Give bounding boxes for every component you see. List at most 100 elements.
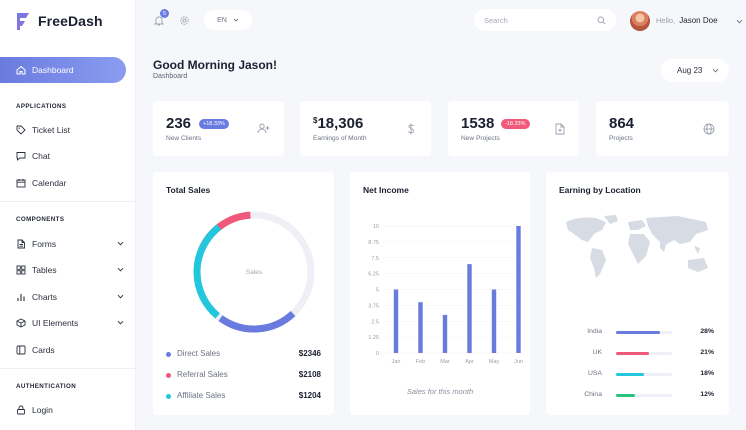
search-box[interactable] <box>474 9 616 31</box>
stat-label: New Clients <box>166 135 202 142</box>
box-icon <box>16 318 26 328</box>
card-title: Net Income <box>363 185 409 195</box>
sidebar-item-charts[interactable]: Charts <box>16 289 124 305</box>
stat-value: 864 <box>609 115 635 132</box>
sidebar-item-label: Cards <box>32 345 55 355</box>
location-row-uk: UK 21% <box>546 349 729 361</box>
progress-track <box>616 352 672 355</box>
date-filter-button[interactable]: Aug 23 <box>661 59 729 82</box>
chevron-down-icon <box>117 294 124 299</box>
grid-icon <box>16 265 26 275</box>
progress-fill <box>616 331 660 334</box>
legend-name: Direct Sales <box>177 349 221 358</box>
bar[interactable] <box>418 302 423 353</box>
brand-name: FreeDash <box>38 13 103 29</box>
y-tick-label: 1.25 <box>368 335 379 341</box>
x-tick-label: Apr <box>465 359 474 365</box>
card-title: Total Sales <box>166 185 211 195</box>
bar-chart-icon <box>16 292 26 302</box>
stat-value: 236 <box>166 115 192 132</box>
legend-dot <box>166 394 171 399</box>
progress-fill <box>616 394 636 397</box>
bar[interactable] <box>491 289 497 354</box>
logo-icon <box>17 13 29 30</box>
y-tick-label: 3.75 <box>368 303 379 309</box>
user-menu[interactable]: Hello, Jason Doe <box>656 16 718 25</box>
legend-dot <box>166 373 171 378</box>
net-income-chart: 0 1.25 2.5 3.75 5 6.25 7.5 8.75 10 Jan Feb Mar Apr Ma… <box>368 224 523 365</box>
chevron-down-icon <box>117 241 124 246</box>
sidebar-item-tables[interactable]: Tables <box>16 262 124 278</box>
sidebar-item-login[interactable]: Login <box>16 402 124 418</box>
lock-icon <box>16 405 26 415</box>
sidebar-item-dashboard[interactable]: Dashboard <box>0 57 126 83</box>
y-tick-label: 0 <box>376 351 379 357</box>
legend-amount: $2108 <box>298 370 321 379</box>
progress-track <box>616 331 672 334</box>
x-tick-label: Jun <box>514 359 523 365</box>
bar[interactable] <box>516 226 521 353</box>
sidebar-item-label: Charts <box>32 292 58 302</box>
donut-segment-affiliate[interactable] <box>193 224 222 319</box>
greeting-text: Hello, <box>656 16 676 25</box>
language-selector[interactable]: EN <box>204 10 252 30</box>
donut-chart: Sales <box>193 211 315 333</box>
legend-amount: $2346 <box>298 349 321 358</box>
sidebar-item-label: UI Elements <box>32 318 79 328</box>
chart-caption: Sales for this month <box>406 387 474 396</box>
chevron-down-icon <box>117 267 124 272</box>
sidebar-item-ui-elements[interactable]: UI Elements <box>16 315 124 331</box>
home-icon <box>16 65 26 75</box>
sidebar-item-ticket-list[interactable]: Ticket List <box>16 122 124 138</box>
bell-icon[interactable] <box>154 15 164 26</box>
sidebar-item-cards[interactable]: Cards <box>16 342 124 358</box>
chevron-down-icon <box>117 320 124 325</box>
sidebar-item-chat[interactable]: Chat <box>16 148 124 164</box>
search-input[interactable] <box>484 15 597 25</box>
sidebar-item-label: Calendar <box>32 178 67 188</box>
chevron-down-icon[interactable] <box>736 18 743 25</box>
bar[interactable] <box>467 264 472 353</box>
language-label: EN <box>217 16 227 24</box>
stat-value: $18,306 <box>313 115 364 132</box>
calendar-icon <box>16 178 26 188</box>
legend-amount: $1204 <box>298 391 321 400</box>
sidebar-divider <box>0 368 136 369</box>
stat-badge: +18.33% <box>199 119 229 129</box>
x-tick-label: May <box>489 359 500 365</box>
legend-dot <box>166 352 171 357</box>
sidebar-item-label: Dashboard <box>32 65 74 75</box>
logo[interactable]: FreeDash <box>14 11 103 31</box>
donut-segment-direct[interactable] <box>218 310 296 333</box>
avatar[interactable] <box>630 11 650 31</box>
bar[interactable] <box>393 289 399 354</box>
country-name: USA <box>588 370 602 377</box>
legend-row-direct: Direct Sales $2346 <box>166 349 321 361</box>
donut-center-label: Sales <box>246 269 263 276</box>
sidebar-item-label: Tables <box>32 265 57 275</box>
percent-value: 18% <box>700 370 714 377</box>
search-icon[interactable] <box>597 16 606 25</box>
sidebar-item-calendar[interactable]: Calendar <box>16 175 124 191</box>
sidebar-item-label: Chat <box>32 151 50 161</box>
stat-card-new-clients: 236 +18.33% New Clients <box>153 101 284 156</box>
bar[interactable] <box>442 314 448 353</box>
breadcrumb[interactable]: Dashboard <box>153 73 188 80</box>
y-tick-label: 8.75 <box>368 240 379 246</box>
percent-value: 12% <box>700 391 714 398</box>
stat-value: 1538 <box>461 115 495 132</box>
sidebar-item-label: Ticket List <box>32 125 70 135</box>
location-row-china: China 12% <box>546 391 729 403</box>
user-name: Jason Doe <box>679 16 718 25</box>
sidebar-item-label: Login <box>32 405 53 415</box>
date-filter-label: Aug 23 <box>677 66 703 75</box>
country-name: India <box>587 328 602 335</box>
stat-card-earnings: $18,306 Earnings of Month <box>300 101 431 156</box>
total-sales-card: Total Sales Sales Direct Sales $2346 Ref… <box>153 172 334 415</box>
gear-icon[interactable] <box>179 15 190 26</box>
chat-icon <box>16 151 26 161</box>
net-income-card: Net Income 0 1.25 2.5 3.75 5 6.25 7.5 8.75 10 Jan… <box>350 172 530 415</box>
world-map <box>566 215 708 278</box>
sidebar-item-label: Forms <box>32 239 57 249</box>
sidebar-item-forms[interactable]: Forms <box>16 236 124 252</box>
